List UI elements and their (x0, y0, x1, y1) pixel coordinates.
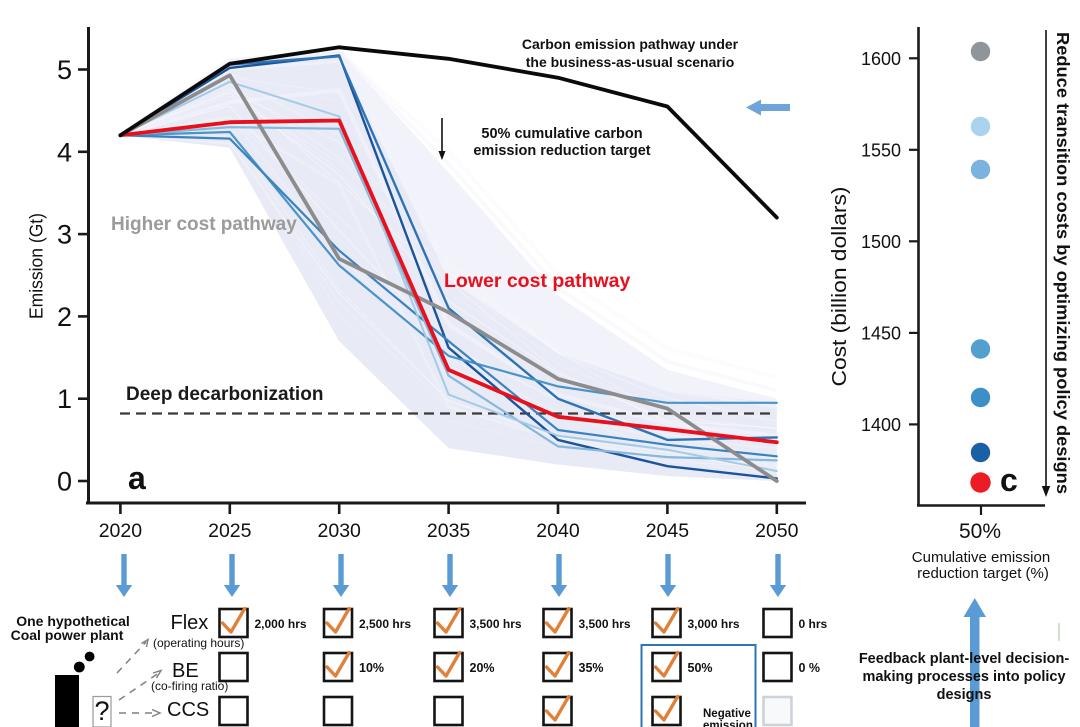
svg-text:50% cumulative carbon: 50% cumulative carbon (481, 126, 642, 142)
svg-text:0 hrs: 0 hrs (799, 617, 828, 631)
svg-text:a: a (128, 460, 146, 496)
svg-text:the business-as-usual scenario: the business-as-usual scenario (526, 54, 735, 70)
svg-text:1450: 1450 (861, 323, 901, 343)
svg-text:making processes into policy: making processes into policy (862, 669, 1065, 685)
svg-text:3,500 hrs: 3,500 hrs (579, 617, 631, 631)
svg-text:Cost (billion dollars): Cost (billion dollars) (829, 187, 851, 387)
svg-text:2050: 2050 (755, 520, 799, 542)
svg-text:emission: emission (703, 720, 753, 727)
svg-text:3,500 hrs: 3,500 hrs (470, 617, 522, 631)
svg-text:2020: 2020 (99, 520, 143, 542)
svg-text:4: 4 (57, 137, 72, 167)
svg-text:Reduce transition costs by opt: Reduce transition costs by optimizing po… (1053, 32, 1073, 494)
svg-text:(co-firing ratio): (co-firing ratio) (151, 679, 228, 693)
svg-text:reduction target (%): reduction target (%) (917, 565, 1049, 582)
svg-text:CCS: CCS (167, 699, 209, 721)
svg-text:1600: 1600 (861, 49, 901, 69)
svg-text:One hypothetical: One hypothetical (16, 613, 130, 629)
svg-text:BE: BE (172, 660, 199, 682)
svg-text:10%: 10% (359, 661, 384, 675)
svg-text:Feedback plant-level decision-: Feedback plant-level decision- (859, 651, 1069, 667)
svg-text:2045: 2045 (646, 520, 690, 542)
svg-text:?: ? (94, 696, 109, 726)
svg-text:c: c (1000, 462, 1018, 498)
svg-text:emission reduction target: emission reduction target (473, 143, 650, 159)
svg-text:Negative: Negative (703, 708, 751, 720)
svg-text:(operating hours): (operating hours) (153, 636, 244, 650)
svg-text:Lower cost pathway: Lower cost pathway (444, 270, 631, 292)
svg-text:1550: 1550 (861, 140, 901, 160)
svg-text:2025: 2025 (208, 520, 252, 542)
svg-text:2030: 2030 (318, 520, 362, 542)
svg-text:2,000 hrs: 2,000 hrs (255, 617, 307, 631)
svg-text:0 %: 0 % (799, 661, 821, 675)
svg-text:3: 3 (57, 220, 72, 250)
svg-text:0: 0 (57, 467, 72, 497)
svg-text:5: 5 (57, 55, 72, 85)
svg-text:2035: 2035 (427, 520, 471, 542)
svg-text:Deep decarbonization: Deep decarbonization (126, 384, 323, 405)
svg-text:20%: 20% (470, 661, 495, 675)
svg-text:2: 2 (57, 302, 72, 332)
svg-text:3,000 hrs: 3,000 hrs (688, 617, 740, 631)
svg-text:Emission (Gt): Emission (Gt) (27, 213, 47, 319)
svg-text:Cumulative emission: Cumulative emission (912, 549, 1050, 566)
svg-text:50%: 50% (959, 520, 1001, 543)
svg-text:Carbon emission pathway under: Carbon emission pathway under (522, 36, 739, 52)
svg-text:Coal power plant: Coal power plant (11, 627, 124, 643)
svg-text:1: 1 (57, 384, 72, 414)
svg-text:Higher cost pathway: Higher cost pathway (111, 214, 297, 235)
svg-text:1500: 1500 (861, 232, 901, 252)
svg-text:Flex: Flex (171, 612, 209, 634)
svg-text:2,500 hrs: 2,500 hrs (359, 617, 411, 631)
svg-text:1400: 1400 (861, 415, 901, 435)
svg-text:35%: 35% (579, 661, 604, 675)
svg-text:50%: 50% (688, 661, 713, 675)
svg-text:designs: designs (937, 687, 992, 703)
svg-text:2040: 2040 (536, 520, 580, 542)
